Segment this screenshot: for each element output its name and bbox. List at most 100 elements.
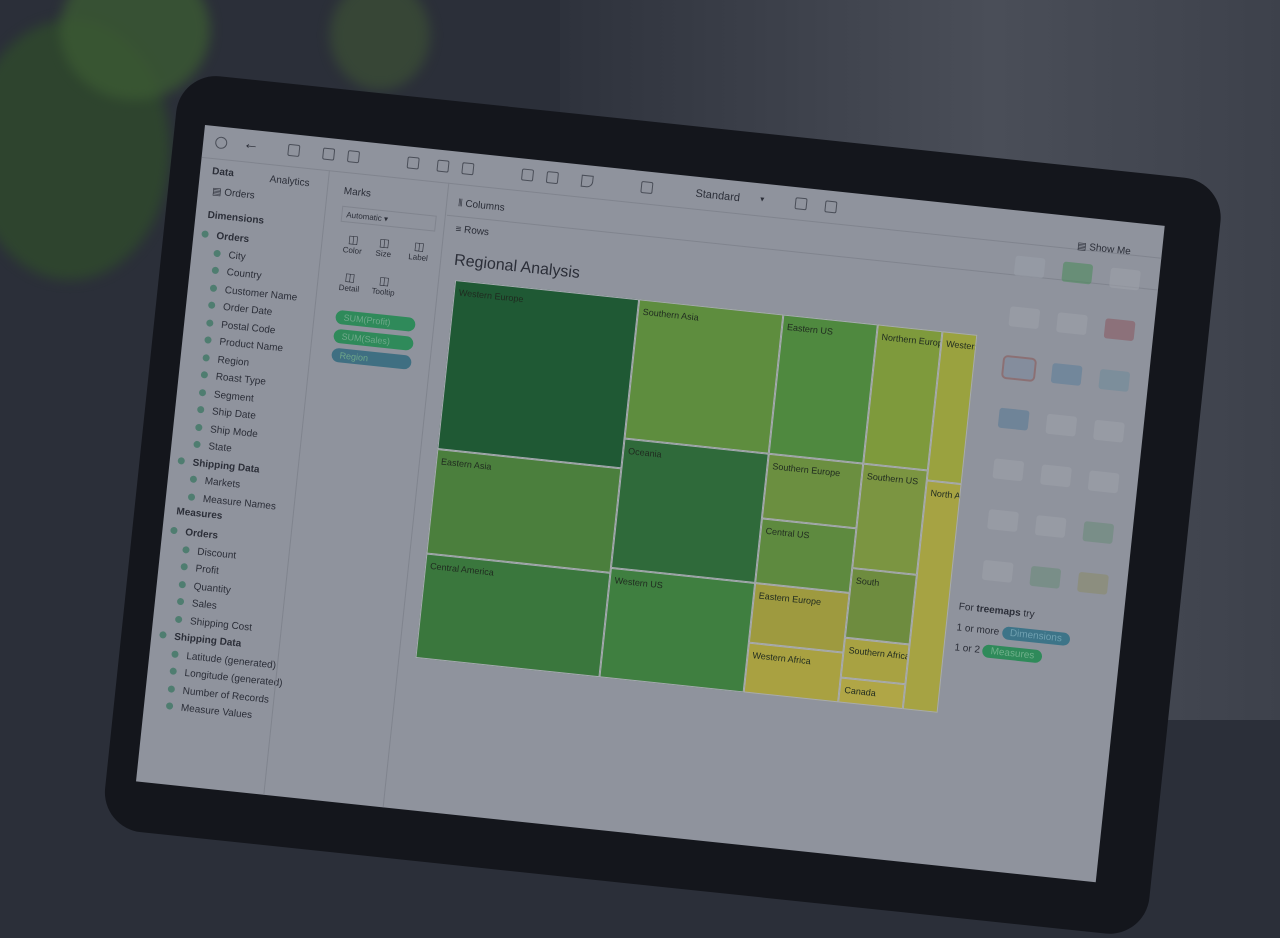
chevron-down-icon[interactable]: ▾ bbox=[759, 194, 765, 204]
field-item[interactable]: Region bbox=[202, 353, 250, 368]
chart-type-thumbnail[interactable] bbox=[1034, 515, 1067, 539]
field-type-icon bbox=[165, 702, 174, 710]
marks-label-button[interactable]: ◫ Label bbox=[407, 240, 429, 264]
field-item[interactable]: Customer Name bbox=[209, 283, 298, 303]
columns-shelf[interactable]: ⦀ Columns bbox=[457, 197, 506, 214]
treemap-cell[interactable]: Canada bbox=[838, 677, 906, 710]
dimensions-header: Dimensions bbox=[207, 209, 265, 227]
field-item[interactable]: Orders bbox=[201, 229, 250, 245]
treemap-cell[interactable]: Southern Europe bbox=[761, 453, 864, 529]
field-item[interactable]: Profit bbox=[180, 562, 219, 577]
field-item[interactable]: Markets bbox=[189, 474, 241, 491]
chart-type-thumbnail[interactable] bbox=[1098, 368, 1131, 392]
chart-type-thumbnail[interactable] bbox=[1008, 306, 1041, 330]
chart-type-thumbnail[interactable] bbox=[981, 559, 1014, 583]
marks-pill[interactable]: SUM(Sales) bbox=[332, 328, 414, 351]
chart-type-thumbnail[interactable] bbox=[1050, 362, 1083, 386]
field-item[interactable]: Product Name bbox=[204, 335, 284, 354]
chart-type-thumbnail[interactable] bbox=[1087, 470, 1120, 494]
chart-type-thumbnail[interactable] bbox=[1076, 571, 1109, 595]
tab-analytics[interactable]: Analytics bbox=[269, 174, 311, 190]
tab-data[interactable]: Data bbox=[211, 166, 235, 180]
field-type-icon bbox=[195, 423, 203, 431]
treemap-chart[interactable]: Western Europe Eastern Asia Central Americ… bbox=[415, 279, 978, 713]
view-select[interactable]: Standard bbox=[694, 187, 741, 205]
chart-type-thumbnail[interactable] bbox=[1092, 419, 1125, 443]
field-item[interactable]: Shipping Data bbox=[177, 456, 260, 475]
highlight-icon[interactable] bbox=[580, 174, 594, 188]
marks-pill[interactable]: Region bbox=[330, 347, 412, 370]
show-me-gallery bbox=[958, 253, 1155, 628]
dimensions-pill: Dimensions bbox=[1001, 626, 1071, 647]
chart-icon[interactable] bbox=[794, 197, 808, 211]
field-item[interactable]: Quantity bbox=[178, 579, 231, 596]
treemap-cell[interactable]: Central US bbox=[755, 518, 857, 593]
datasource-icon[interactable] bbox=[346, 150, 361, 164]
field-item[interactable]: Sales bbox=[176, 597, 217, 612]
chart-type-thumbnail[interactable] bbox=[1082, 521, 1115, 545]
field-item[interactable]: Order Date bbox=[207, 300, 273, 318]
new-sheet-icon[interactable] bbox=[406, 156, 420, 170]
field-type-icon bbox=[202, 353, 211, 362]
chart-type-thumbnail[interactable] bbox=[1061, 261, 1094, 285]
field-item[interactable]: Shipping Data bbox=[159, 630, 242, 650]
datasource-orders[interactable]: ▤ Orders bbox=[211, 186, 256, 202]
treemap-cell[interactable]: Central America bbox=[415, 553, 611, 678]
chart-type-thumbnail[interactable] bbox=[992, 458, 1025, 482]
field-item[interactable]: Country bbox=[211, 266, 262, 282]
treemap-cell[interactable]: Western Europe bbox=[437, 279, 640, 469]
marks-detail-button[interactable]: ◫ Detail bbox=[338, 271, 360, 294]
marks-tooltip-button[interactable]: ◫ Tooltip bbox=[371, 275, 396, 298]
field-item[interactable]: Roast Type bbox=[200, 370, 266, 388]
field-type-icon bbox=[201, 230, 209, 238]
chart-type-thumbnail[interactable] bbox=[997, 407, 1030, 431]
treemap-cell[interactable]: Western Africa bbox=[743, 642, 844, 703]
field-item[interactable]: Orders bbox=[170, 526, 218, 542]
chart-type-thumbnail[interactable] bbox=[1029, 565, 1062, 589]
field-item[interactable]: Ship Mode bbox=[195, 422, 258, 440]
new-datasource-icon[interactable] bbox=[322, 147, 336, 161]
duplicate-sheet-icon[interactable] bbox=[436, 159, 450, 173]
treemap-cell[interactable]: Oceania bbox=[610, 438, 769, 584]
chart-type-thumbnail[interactable] bbox=[987, 509, 1019, 533]
sheet-title: Regional Analysis bbox=[453, 251, 581, 282]
swap-icon[interactable] bbox=[520, 168, 535, 182]
treemap-cell[interactable]: Eastern US bbox=[768, 314, 878, 464]
chart-type-thumbnail[interactable] bbox=[1000, 354, 1038, 383]
marks-pill[interactable]: SUM(Profit) bbox=[334, 309, 416, 333]
mark-type-select[interactable]: Automatic ▾ bbox=[340, 205, 437, 232]
field-item[interactable]: Shipping Cost bbox=[174, 614, 253, 633]
treemap-cell[interactable]: Western US bbox=[599, 567, 756, 693]
chart-type-thumbnail[interactable] bbox=[1013, 255, 1046, 279]
field-item[interactable]: Measure Values bbox=[165, 701, 253, 721]
chart-type-thumbnail[interactable] bbox=[1103, 318, 1136, 342]
sort-icon[interactable] bbox=[545, 171, 559, 185]
field-item[interactable]: State bbox=[193, 440, 232, 455]
treemap-cell[interactable]: South bbox=[844, 568, 917, 645]
chart-type-thumbnail[interactable] bbox=[1056, 312, 1088, 336]
field-item[interactable]: Ship Date bbox=[196, 405, 256, 422]
treemap-cell[interactable]: Southern Asia bbox=[624, 299, 784, 454]
measures-pill: Measures bbox=[981, 644, 1043, 664]
treemap-cell[interactable]: Southern US bbox=[852, 463, 928, 575]
save-icon[interactable] bbox=[287, 143, 301, 158]
marks-size-button[interactable]: ◫ Size bbox=[375, 236, 392, 260]
presentation-icon[interactable] bbox=[824, 200, 838, 214]
field-item[interactable]: Segment bbox=[198, 387, 254, 404]
field-item[interactable]: Discount bbox=[182, 545, 237, 561]
field-item[interactable]: City bbox=[213, 248, 246, 262]
field-item[interactable]: Postal Code bbox=[206, 318, 276, 336]
back-icon[interactable]: ← bbox=[242, 135, 261, 154]
treemap-cell[interactable]: Southern Africa bbox=[840, 637, 910, 685]
chart-type-thumbnail[interactable] bbox=[1045, 413, 1078, 437]
chart-type-thumbnail[interactable] bbox=[1040, 464, 1072, 488]
clear-sheet-icon[interactable] bbox=[461, 162, 475, 176]
marks-color-button[interactable]: ◫ Color bbox=[342, 233, 363, 257]
treemap-cell[interactable]: Eastern Europe bbox=[748, 583, 850, 653]
rows-shelf[interactable]: ≡ Rows bbox=[454, 223, 490, 239]
logo-icon bbox=[214, 136, 228, 150]
label-icon[interactable] bbox=[640, 180, 654, 195]
show-me-button[interactable]: ▤ Show Me bbox=[1076, 240, 1132, 258]
treemap-cell[interactable]: Eastern Asia bbox=[426, 449, 622, 573]
chart-type-thumbnail[interactable] bbox=[1108, 267, 1141, 291]
